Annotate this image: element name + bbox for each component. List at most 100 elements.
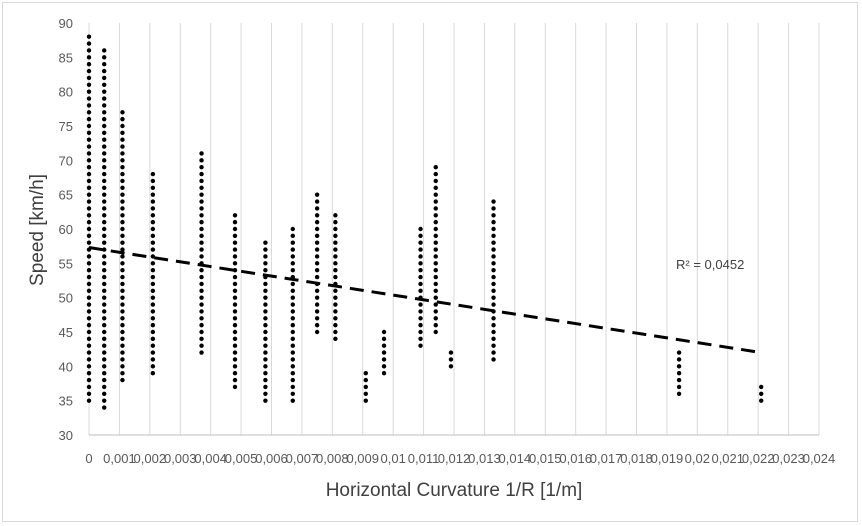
y-tick-label: 45 — [59, 325, 73, 340]
data-point — [333, 329, 338, 335]
data-point — [290, 288, 295, 293]
data-point — [199, 309, 204, 314]
x-tick-label: 0,01 — [381, 451, 406, 466]
data-point — [448, 357, 454, 362]
data-point — [199, 329, 204, 335]
data-point — [333, 268, 338, 273]
data-point — [150, 261, 156, 266]
data-point — [86, 110, 92, 115]
data-point — [120, 158, 125, 163]
data-point — [263, 309, 268, 314]
data-point — [102, 123, 107, 129]
r-squared-annotation: R² = 0,0452 — [676, 257, 744, 272]
data-point — [86, 89, 92, 94]
data-point — [150, 309, 156, 314]
data-point — [150, 247, 156, 252]
data-point — [120, 130, 125, 136]
data-point — [433, 199, 438, 204]
data-point — [418, 329, 423, 335]
data-point — [120, 185, 125, 190]
data-point — [120, 316, 125, 321]
data-point — [120, 254, 125, 259]
data-point — [232, 384, 238, 390]
data-point — [232, 329, 238, 335]
data-point — [263, 336, 268, 342]
data-point — [232, 316, 238, 321]
data-point — [263, 350, 268, 355]
data-point — [199, 316, 204, 321]
data-point — [433, 322, 438, 328]
data-point — [102, 171, 107, 177]
data-point — [333, 309, 338, 314]
data-point — [86, 75, 92, 81]
data-point — [290, 357, 295, 362]
data-point — [102, 247, 107, 252]
data-point — [433, 329, 438, 335]
data-point — [150, 371, 156, 376]
data-point — [491, 343, 496, 348]
data-point — [102, 219, 107, 225]
data-point — [86, 96, 92, 101]
data-point — [86, 219, 92, 225]
data-point — [199, 343, 204, 348]
data-point — [491, 281, 496, 287]
data-point — [676, 384, 682, 390]
data-point — [290, 322, 295, 328]
data-point — [232, 247, 238, 252]
x-tick-label: 0,022 — [742, 451, 775, 466]
data-point — [86, 377, 92, 383]
data-point — [433, 213, 438, 218]
data-point — [433, 254, 438, 259]
data-point — [232, 281, 238, 287]
data-point — [120, 322, 125, 328]
data-point — [120, 192, 125, 197]
data-point — [433, 295, 438, 300]
data-point — [150, 274, 156, 280]
x-tick-label: 0,006 — [255, 451, 288, 466]
data-point — [102, 199, 107, 204]
data-point — [86, 391, 92, 396]
data-point — [102, 213, 107, 218]
data-point — [120, 240, 125, 245]
data-point — [333, 213, 338, 218]
y-tick-labels: 30 35 40 45 50 55 60 65 70 75 80 85 90 — [59, 16, 73, 443]
x-tick-labels: 0 0,0010,0020,0030,0040,0050,0060,0070,00… — [85, 451, 835, 466]
data-point — [120, 247, 125, 252]
data-point — [314, 322, 320, 328]
data-point — [433, 171, 438, 177]
x-tick-label: 0,023 — [772, 451, 805, 466]
data-point — [120, 261, 125, 266]
data-point — [150, 343, 156, 348]
data-point — [102, 206, 107, 211]
data-point — [333, 240, 338, 245]
data-point — [199, 151, 204, 156]
data-point — [290, 364, 295, 369]
data-point — [418, 343, 423, 348]
data-point — [199, 233, 204, 239]
data-point — [120, 302, 125, 307]
data-point — [199, 185, 204, 190]
data-point — [150, 171, 156, 177]
x-tick-label: 0,004 — [194, 451, 227, 466]
data-point — [314, 268, 320, 273]
data-point — [418, 288, 423, 293]
data-point — [86, 144, 92, 149]
data-point — [363, 398, 368, 403]
data-point — [150, 268, 156, 273]
data-point — [314, 261, 320, 266]
data-point — [86, 343, 92, 348]
data-point — [759, 384, 764, 390]
data-point — [263, 240, 268, 245]
data-point — [102, 110, 107, 115]
data-point — [86, 48, 92, 53]
data-point — [290, 254, 295, 259]
data-point — [150, 336, 156, 342]
data-point — [102, 371, 107, 376]
data-points — [86, 34, 764, 410]
data-point — [102, 254, 107, 259]
x-tick-label: 0,011 — [408, 451, 440, 466]
gridlines — [88, 23, 820, 436]
data-point — [333, 219, 338, 225]
data-point — [232, 350, 238, 355]
